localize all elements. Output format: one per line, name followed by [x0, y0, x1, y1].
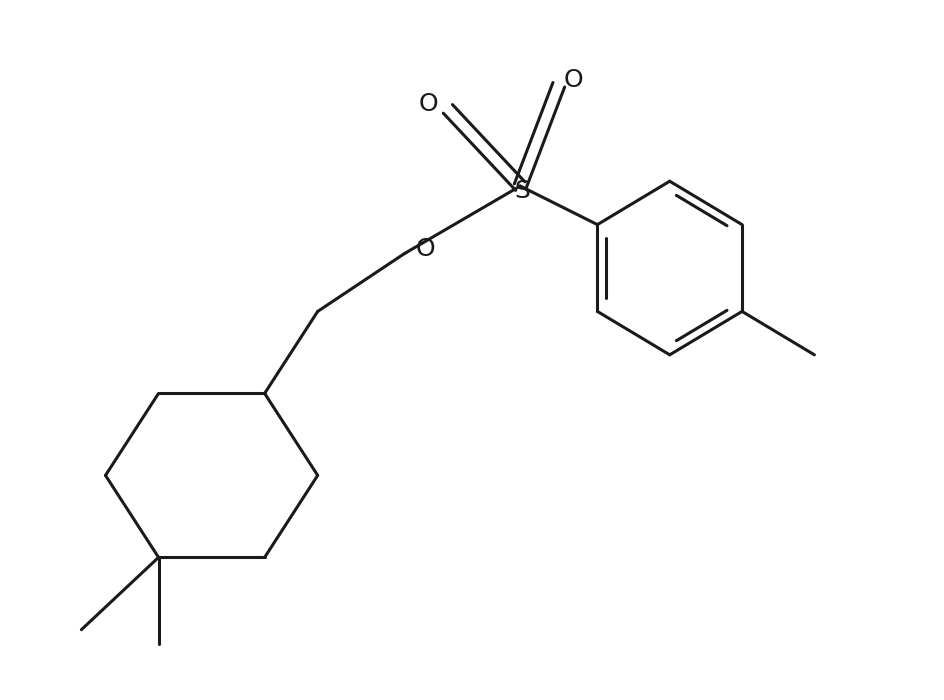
Text: S: S: [514, 179, 531, 203]
Text: O: O: [416, 237, 436, 260]
Text: O: O: [564, 68, 583, 92]
Text: O: O: [418, 92, 438, 116]
